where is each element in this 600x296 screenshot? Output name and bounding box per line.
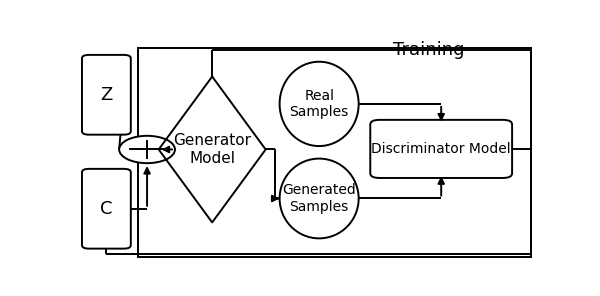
Text: Z: Z (100, 86, 113, 104)
Circle shape (119, 136, 175, 163)
Text: Generated
Samples: Generated Samples (282, 184, 356, 214)
Text: Generator
Model: Generator Model (173, 133, 251, 166)
FancyBboxPatch shape (370, 120, 512, 178)
Text: Real
Samples: Real Samples (290, 89, 349, 119)
FancyBboxPatch shape (82, 55, 131, 135)
Text: Discriminator Model: Discriminator Model (371, 142, 511, 156)
FancyBboxPatch shape (82, 169, 131, 249)
Polygon shape (158, 77, 266, 222)
Ellipse shape (280, 62, 359, 146)
Ellipse shape (280, 159, 359, 238)
Text: C: C (100, 200, 113, 218)
Text: Training: Training (392, 41, 464, 59)
